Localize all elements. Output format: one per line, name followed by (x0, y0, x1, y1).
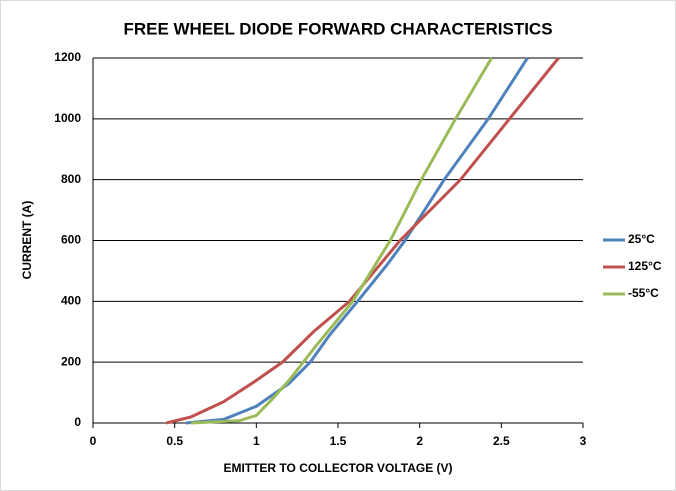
y-tick-label: 400 (61, 294, 81, 308)
series-line (166, 57, 560, 425)
x-tick-label: 2.5 (493, 434, 510, 448)
x-tick-label: 0 (90, 434, 97, 448)
y-tick-label: 800 (61, 172, 81, 186)
x-tick-label: 1.5 (330, 434, 347, 448)
legend-label: 125°C (628, 259, 662, 273)
x-tick-label: 0.5 (166, 434, 183, 448)
y-axis-label: CURRENT (A) (20, 201, 34, 280)
chart-title: FREE WHEEL DIODE FORWARD CHARACTERISTICS (123, 19, 552, 38)
legend-label: 25°C (628, 232, 655, 246)
legend-label: -55°C (628, 286, 659, 300)
y-tick-label: 1200 (54, 50, 81, 64)
y-tick-label: 0 (74, 415, 81, 429)
y-tick-label: 600 (61, 233, 81, 247)
x-tick-label: 2 (416, 434, 423, 448)
series-line (185, 57, 529, 425)
x-axis-label: EMITTER TO COLLECTOR VOLTAGE (V) (223, 461, 452, 475)
series-line (190, 57, 493, 425)
y-tick-label: 1000 (54, 111, 81, 125)
x-tick-label: 3 (580, 434, 587, 448)
x-tick-label: 1 (253, 434, 260, 448)
y-tick-label: 200 (61, 354, 81, 368)
